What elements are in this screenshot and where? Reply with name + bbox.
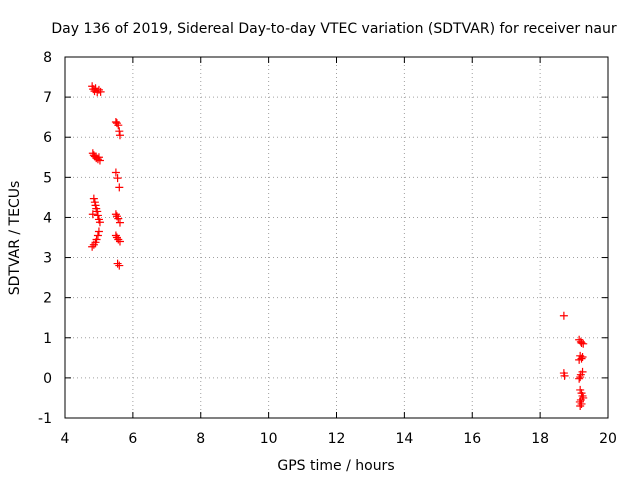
data-point bbox=[89, 240, 98, 249]
data-point bbox=[91, 84, 100, 93]
data-point bbox=[88, 242, 97, 251]
y-tick-label: 2 bbox=[43, 291, 52, 307]
data-point bbox=[575, 374, 584, 383]
data-point bbox=[577, 338, 586, 347]
y-tick-label: 7 bbox=[43, 90, 52, 106]
data-points bbox=[88, 82, 588, 410]
data-point bbox=[95, 156, 104, 165]
plot-frame bbox=[64, 56, 609, 419]
data-point bbox=[88, 210, 97, 219]
data-point bbox=[115, 218, 124, 227]
x-tick-label: 4 bbox=[61, 431, 70, 447]
data-point bbox=[577, 399, 586, 408]
data-point bbox=[114, 121, 123, 130]
data-point bbox=[576, 401, 585, 410]
x-tick-labels: 4 6 8 10 12 14 16 18 20 bbox=[61, 431, 617, 447]
data-point bbox=[112, 233, 121, 242]
x-axis-label: GPS time / hours bbox=[277, 458, 394, 474]
x-tick-label: 18 bbox=[531, 431, 549, 447]
y-tick-label: -1 bbox=[38, 411, 52, 427]
x-tick-label: 16 bbox=[463, 431, 481, 447]
y-tick-label: 1 bbox=[43, 331, 52, 347]
data-point bbox=[114, 235, 123, 244]
data-point bbox=[579, 339, 588, 348]
y-tick-label: 3 bbox=[43, 251, 52, 267]
data-point bbox=[559, 311, 568, 320]
data-point bbox=[560, 371, 569, 380]
data-point bbox=[93, 155, 102, 164]
data-point bbox=[111, 168, 120, 177]
y-tick-labels: -1 0 1 2 3 4 5 6 7 8 bbox=[38, 50, 52, 427]
data-point bbox=[94, 85, 103, 94]
data-point bbox=[111, 210, 120, 219]
data-point bbox=[576, 395, 585, 404]
data-point bbox=[111, 231, 120, 240]
data-point bbox=[114, 214, 123, 223]
data-point bbox=[93, 231, 102, 240]
data-point bbox=[578, 391, 587, 400]
x-tick-label: 12 bbox=[328, 431, 346, 447]
y-tick-label: 5 bbox=[43, 170, 52, 186]
grid bbox=[65, 57, 608, 418]
y-tick-label: 8 bbox=[43, 50, 52, 66]
data-point bbox=[93, 207, 102, 216]
x-tick-label: 20 bbox=[599, 431, 617, 447]
data-point bbox=[93, 211, 102, 220]
data-point bbox=[112, 119, 121, 128]
data-point bbox=[96, 87, 105, 96]
data-point bbox=[95, 218, 104, 227]
x-tick-label: 6 bbox=[128, 431, 137, 447]
data-point bbox=[115, 237, 124, 246]
data-point bbox=[576, 373, 585, 382]
data-point bbox=[113, 259, 122, 268]
data-point bbox=[89, 194, 98, 203]
x-tick-label: 14 bbox=[395, 431, 413, 447]
data-point bbox=[94, 227, 103, 236]
data-point bbox=[575, 355, 584, 364]
x-tick-label: 10 bbox=[260, 431, 278, 447]
data-point bbox=[115, 183, 124, 192]
y-axis-label: SDTVAR / TECUs bbox=[7, 181, 23, 296]
x-tick-label: 8 bbox=[196, 431, 205, 447]
chart-title: Day 136 of 2019, Sidereal Day-to-day VTE… bbox=[51, 21, 617, 37]
data-point bbox=[115, 261, 124, 270]
y-tick-label: 4 bbox=[43, 210, 52, 226]
data-point bbox=[115, 131, 124, 140]
data-point bbox=[113, 174, 122, 183]
data-point bbox=[115, 127, 124, 136]
y-tick-label: 6 bbox=[43, 130, 52, 146]
y-tick-label: 0 bbox=[43, 371, 52, 387]
